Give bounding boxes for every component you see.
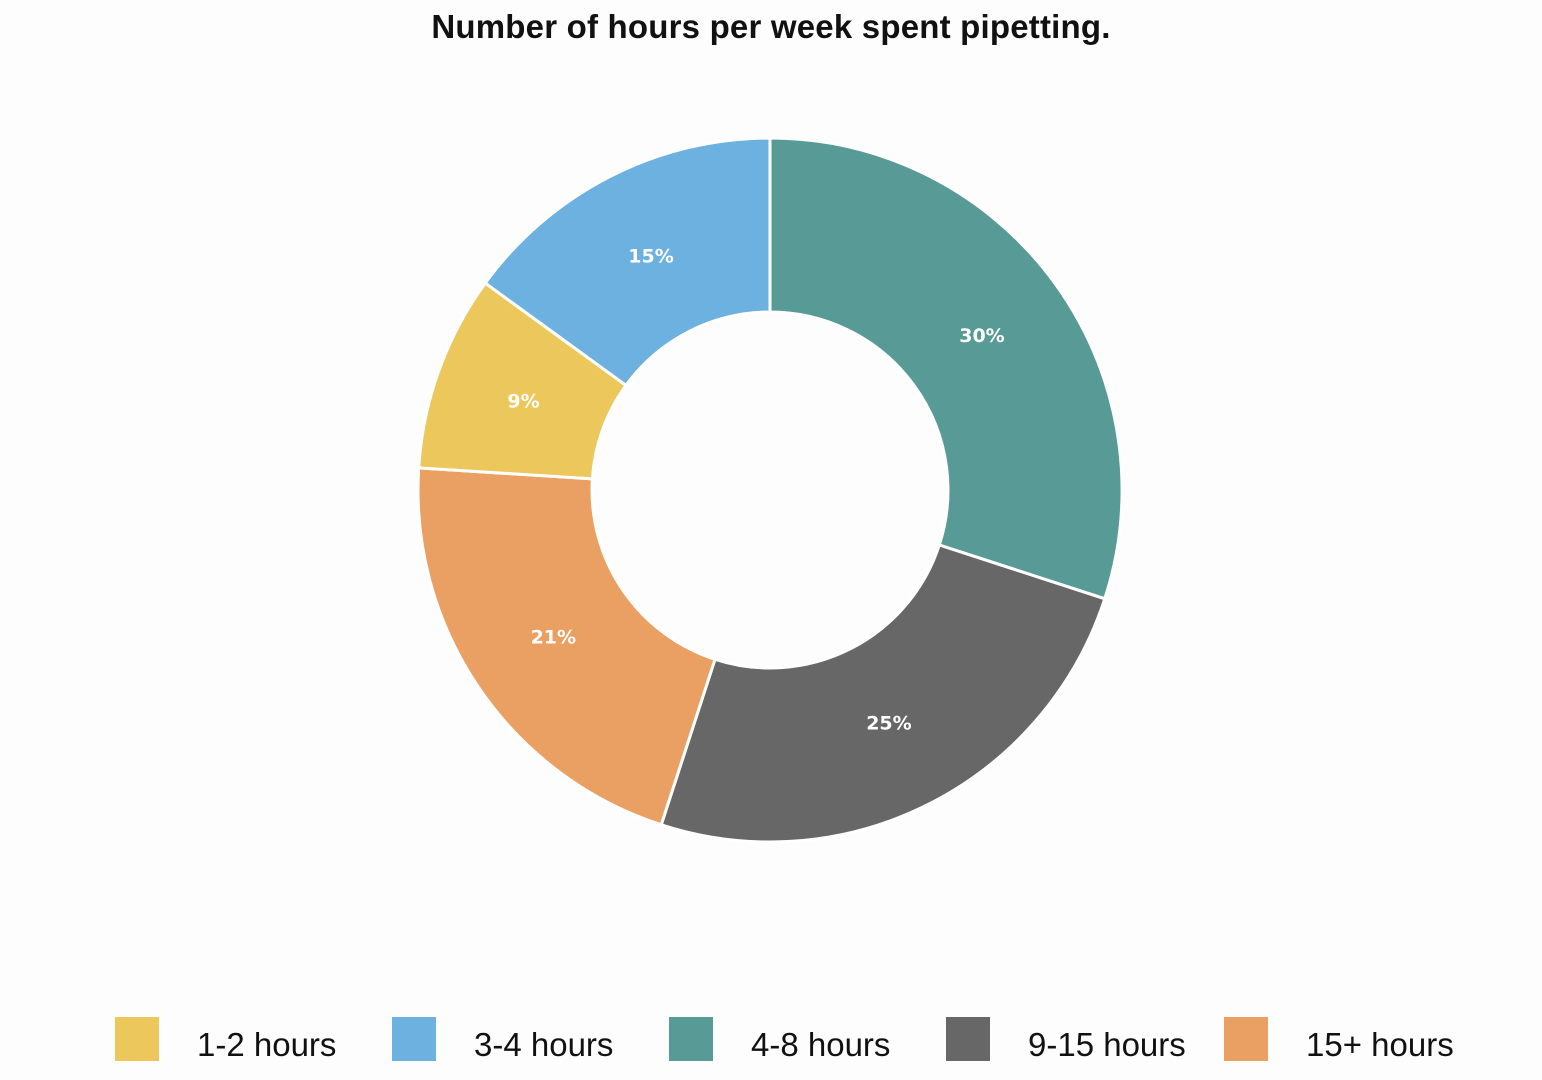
data-label-15-plus-hours: 21% bbox=[531, 626, 576, 648]
donut-slice-9-15-hours bbox=[659, 543, 1107, 844]
legend-swatch bbox=[669, 1017, 713, 1061]
legend-swatch bbox=[1224, 1017, 1268, 1061]
legend-label: 9-15 hours bbox=[1028, 1026, 1186, 1063]
legend-swatch bbox=[946, 1017, 990, 1061]
legend-label: 15+ hours bbox=[1306, 1026, 1454, 1063]
legend-swatch bbox=[392, 1017, 436, 1061]
donut-slice-3-4-hours bbox=[483, 136, 772, 388]
donut-slice-4-8-hours bbox=[768, 136, 1124, 601]
data-label-4-8-hours: 30% bbox=[959, 325, 1004, 347]
legend-label: 4-8 hours bbox=[751, 1026, 891, 1063]
chart-legend: 1-2 hours 3-4 hours 4-8 hours 9-15 hours… bbox=[0, 1014, 1542, 1074]
legend-label: 1-2 hours bbox=[197, 1026, 337, 1063]
chart-title: Number of hours per week spent pipetting… bbox=[431, 8, 1111, 45]
data-label-3-4-hours: 15% bbox=[628, 246, 673, 268]
data-label-9-15-hours: 25% bbox=[866, 712, 911, 734]
legend-swatch bbox=[115, 1017, 159, 1061]
legend-label: 3-4 hours bbox=[474, 1026, 614, 1063]
donut-slice-15-plus-hours bbox=[416, 466, 717, 827]
data-label-1-2-hours: 9% bbox=[507, 390, 539, 412]
